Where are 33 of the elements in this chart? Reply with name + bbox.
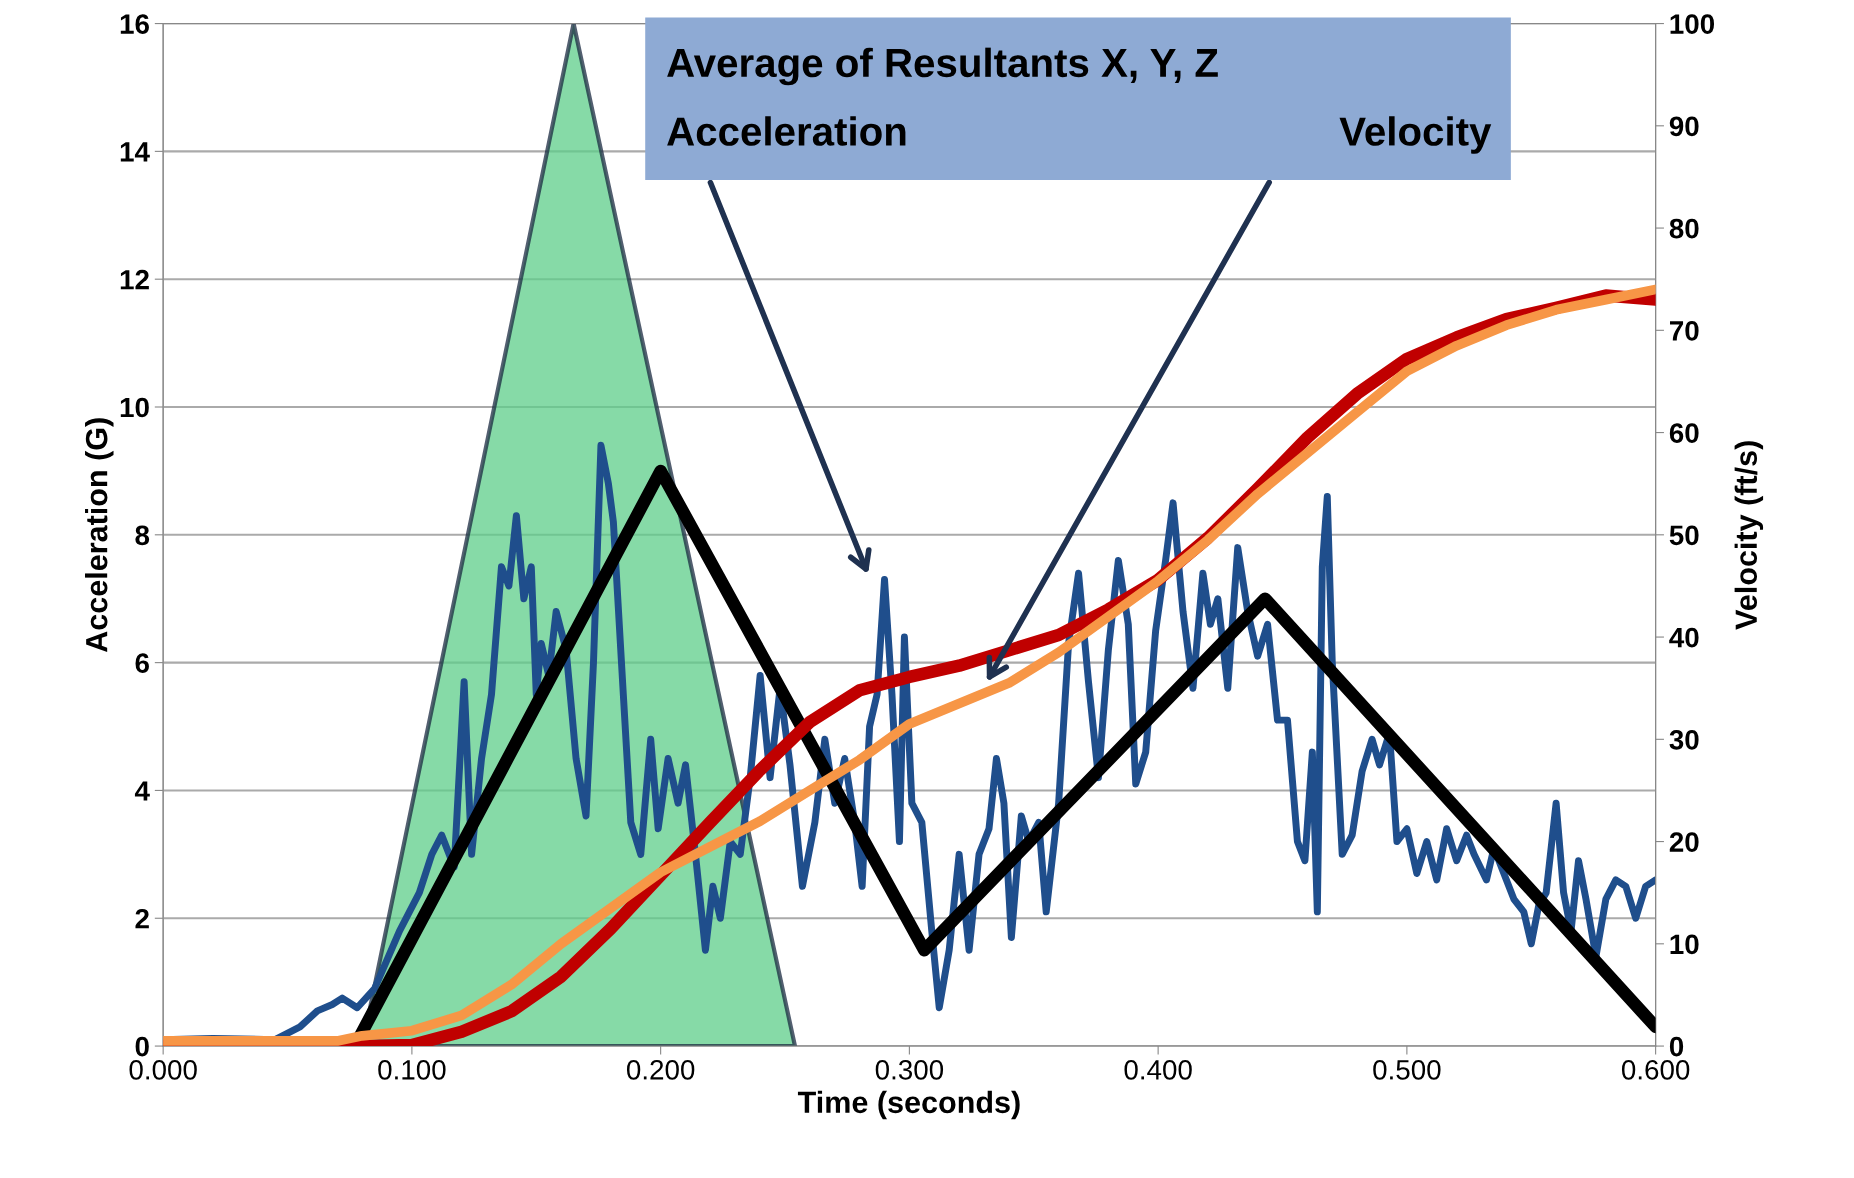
- y2-tick-label: 70: [1670, 320, 1699, 341]
- x-tick-label: 0.500: [1373, 1059, 1441, 1080]
- y2-tick-label: 80: [1669, 218, 1699, 239]
- y2-tick-label: 90: [1669, 116, 1699, 137]
- y2-tick-label: 30: [1669, 729, 1699, 750]
- x-tick-label: 0.100: [378, 1059, 446, 1080]
- y2-tick-label: 50: [1669, 525, 1699, 546]
- y2-tick-label: 100: [1670, 14, 1715, 34]
- y2-tick-label: 20: [1669, 832, 1699, 852]
- y-tick-label: 14: [120, 142, 150, 162]
- y-tick-label: 12: [120, 269, 149, 290]
- y2-tick-label: 0: [1669, 1036, 1684, 1057]
- y-tick-label: 6: [135, 653, 149, 673]
- y2-tick-label: 60: [1669, 423, 1699, 443]
- y-axis-title: Acceleration (G): [85, 418, 114, 653]
- y2-axis-title: Velocity (ft/s): [1734, 441, 1764, 630]
- annotation: Average of Resultants X, Y, Z: [667, 47, 1218, 86]
- y-tick-label: 10: [120, 397, 149, 418]
- y2-tick-label: 40: [1669, 627, 1699, 648]
- annotation: Acceleration: [667, 116, 906, 146]
- x-tick-label: 0.000: [129, 1059, 197, 1080]
- y-tick-label: 4: [134, 781, 150, 801]
- y-tick-label: 16: [120, 14, 149, 34]
- y2-tick-label: 10: [1670, 934, 1699, 955]
- x-tick-label: 0.600: [1621, 1059, 1690, 1080]
- y-tick-label: 8: [135, 525, 150, 546]
- annotation: Velocity: [1339, 116, 1492, 154]
- x-tick-label: 0.400: [1124, 1059, 1192, 1080]
- y-tick-label: 2: [135, 908, 149, 929]
- y-tick-label: 0: [135, 1036, 149, 1057]
- x-tick-label: 0.200: [626, 1059, 695, 1080]
- x-tick-label: 0.300: [875, 1059, 944, 1080]
- x-axis-title: Time (seconds): [797, 1090, 1020, 1120]
